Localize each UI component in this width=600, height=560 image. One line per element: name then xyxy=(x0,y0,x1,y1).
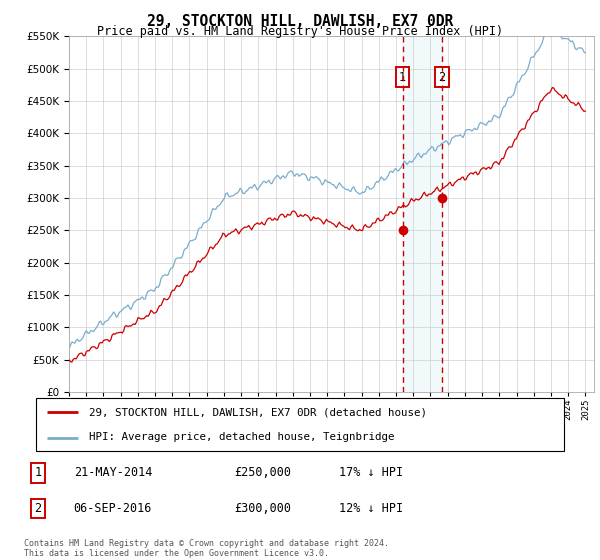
Text: Price paid vs. HM Land Registry's House Price Index (HPI): Price paid vs. HM Land Registry's House … xyxy=(97,25,503,38)
Text: HPI: Average price, detached house, Teignbridge: HPI: Average price, detached house, Teig… xyxy=(89,432,394,442)
Text: 29, STOCKTON HILL, DAWLISH, EX7 0DR: 29, STOCKTON HILL, DAWLISH, EX7 0DR xyxy=(147,14,453,29)
Text: 1: 1 xyxy=(399,71,406,84)
Text: 17% ↓ HPI: 17% ↓ HPI xyxy=(338,466,403,479)
Text: 2: 2 xyxy=(34,502,41,515)
Text: 06-SEP-2016: 06-SEP-2016 xyxy=(74,502,152,515)
Text: £250,000: £250,000 xyxy=(234,466,291,479)
Text: 29, STOCKTON HILL, DAWLISH, EX7 0DR (detached house): 29, STOCKTON HILL, DAWLISH, EX7 0DR (det… xyxy=(89,408,427,418)
FancyBboxPatch shape xyxy=(36,398,564,451)
Bar xyxy=(403,36,442,392)
Text: 21-MAY-2014: 21-MAY-2014 xyxy=(74,466,152,479)
Text: 12% ↓ HPI: 12% ↓ HPI xyxy=(338,502,403,515)
Text: 1: 1 xyxy=(34,466,41,479)
Text: £300,000: £300,000 xyxy=(234,502,291,515)
Text: 2: 2 xyxy=(439,71,446,84)
Text: Contains HM Land Registry data © Crown copyright and database right 2024.
This d: Contains HM Land Registry data © Crown c… xyxy=(24,539,389,558)
